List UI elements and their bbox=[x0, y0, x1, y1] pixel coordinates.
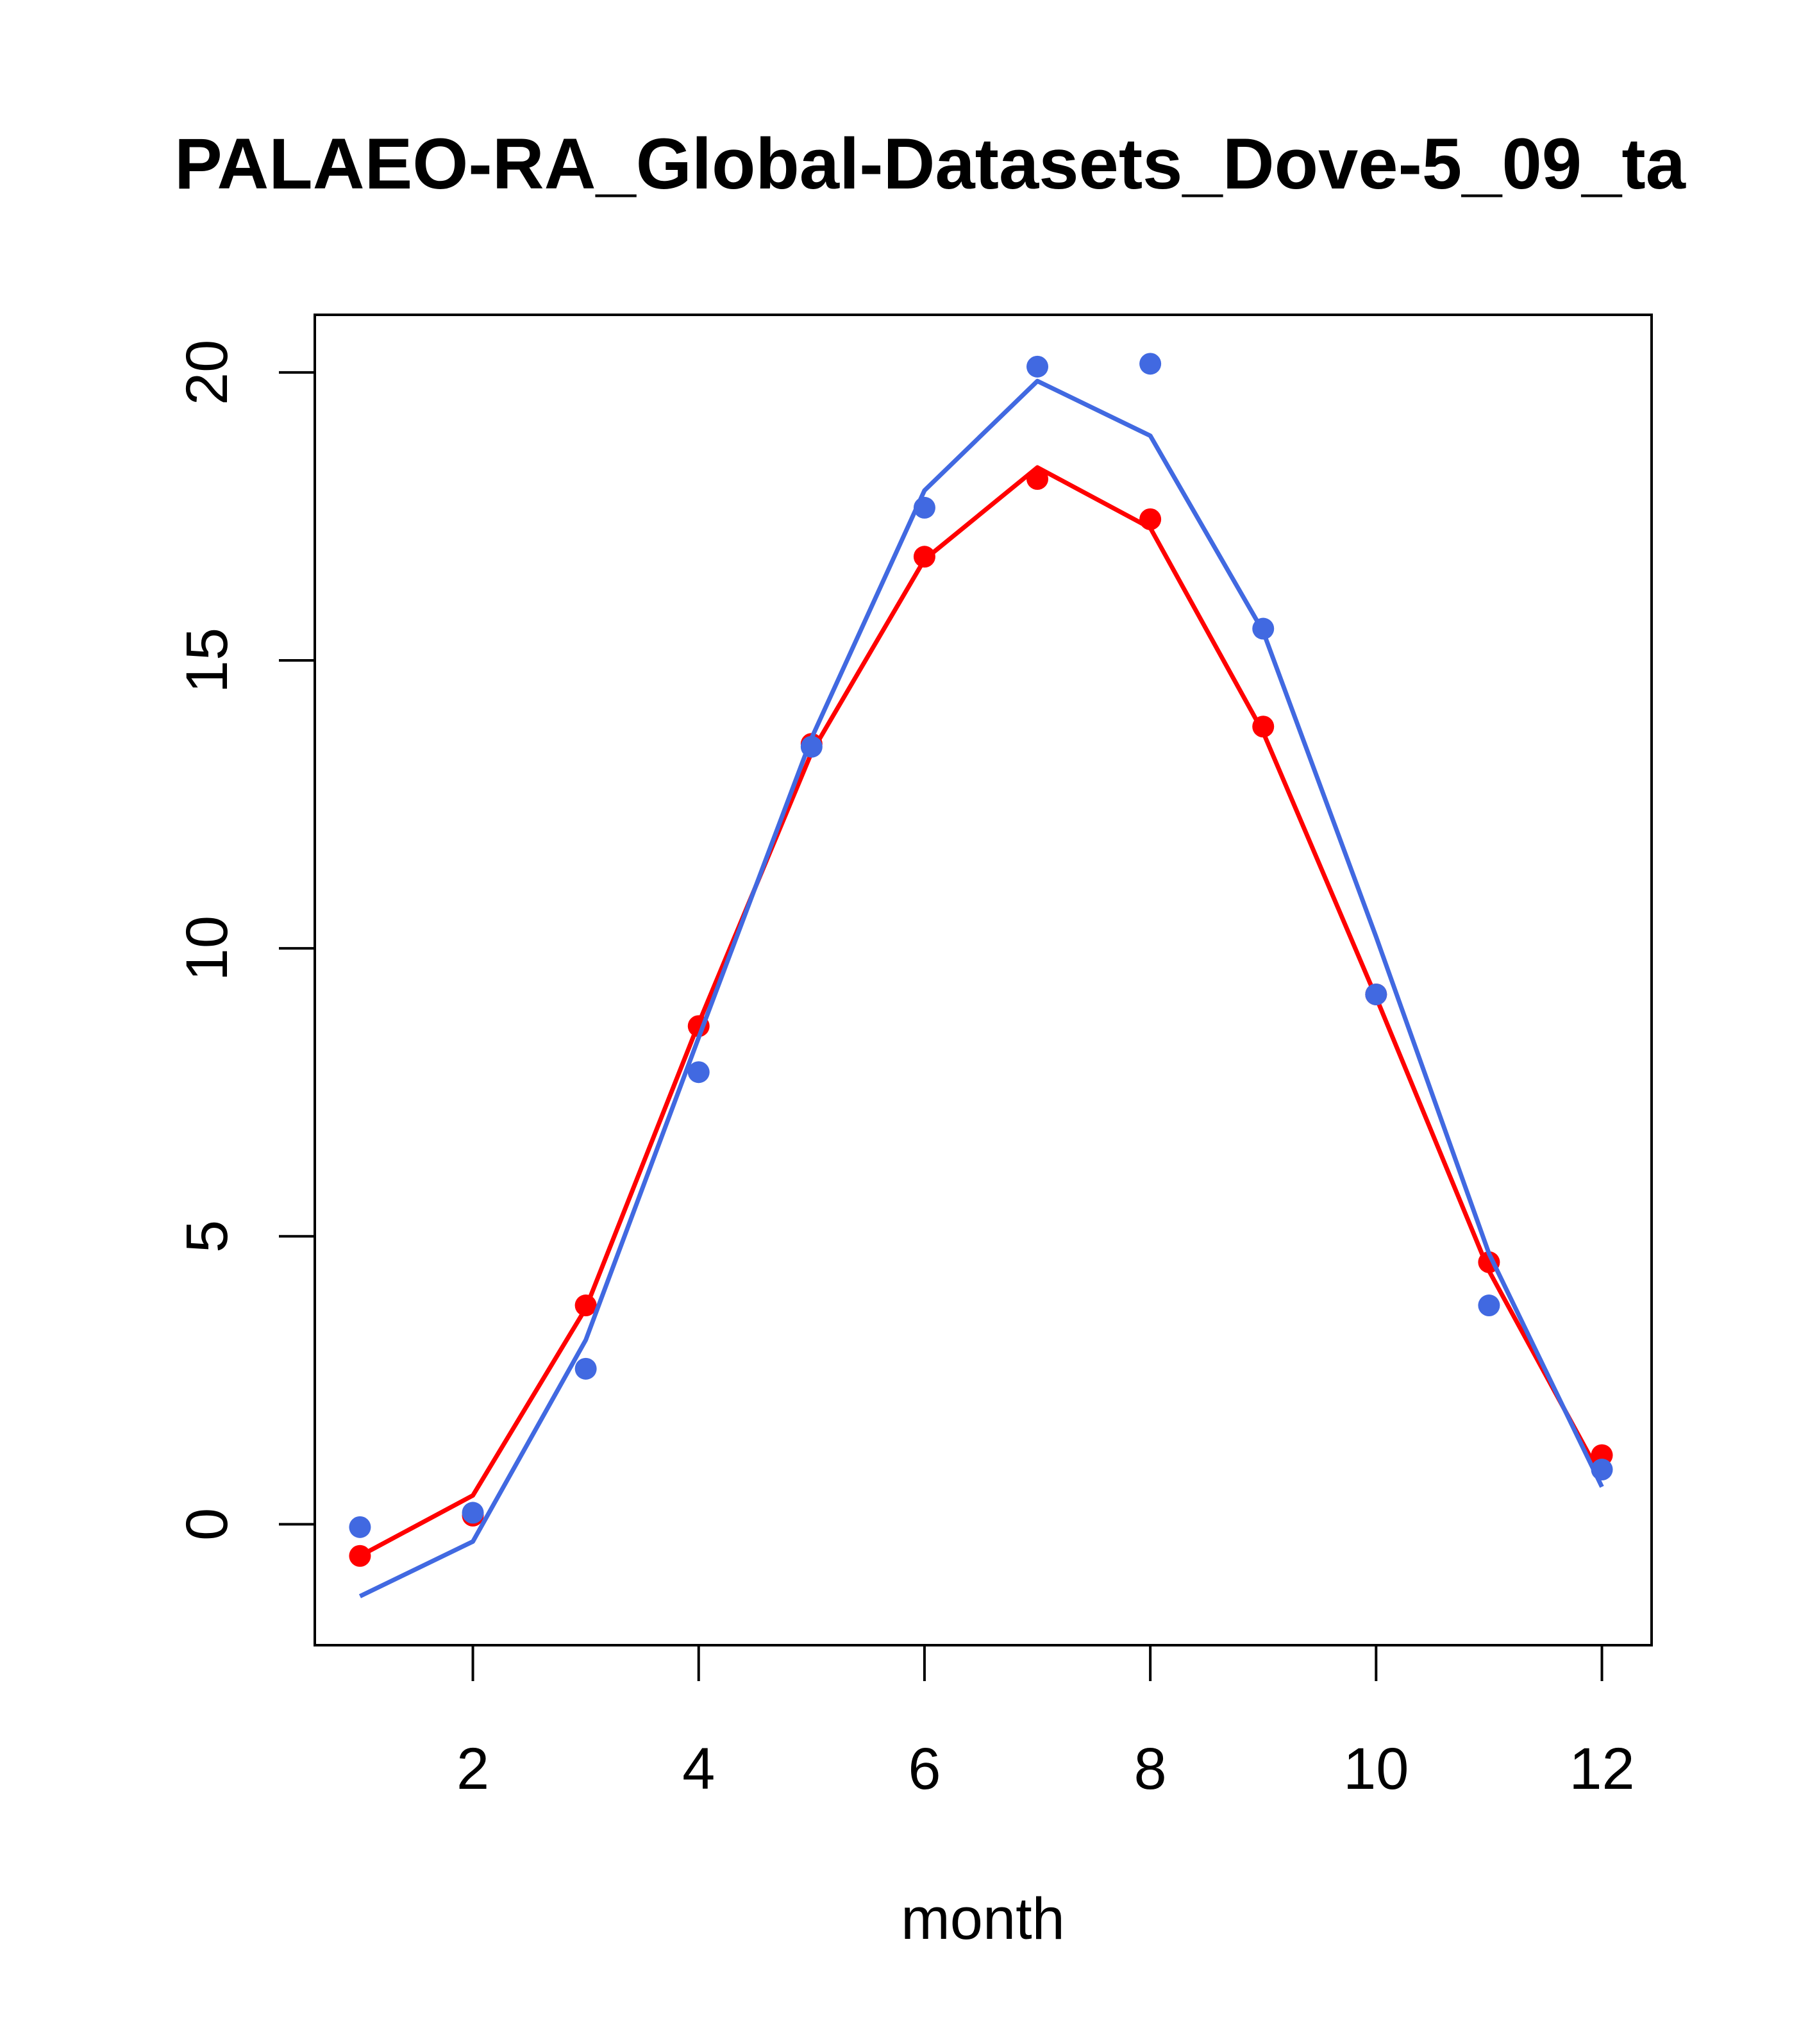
y-tick-label-2: 10 bbox=[174, 916, 240, 981]
y-tick-label-4: 20 bbox=[174, 340, 240, 405]
chart-title: PALAEO-RA_Global-Datasets_Dove-5_09_ta bbox=[174, 124, 1686, 204]
y-tick-label-1: 5 bbox=[174, 1220, 240, 1253]
series-0-point-2 bbox=[574, 1294, 597, 1317]
series-0-point-7 bbox=[1139, 508, 1162, 530]
series-0 bbox=[349, 465, 1613, 1567]
series-1-line bbox=[358, 378, 1604, 1598]
series-0-line bbox=[358, 465, 1604, 1558]
y-tick-label-3: 15 bbox=[174, 628, 240, 693]
series-1-point-8 bbox=[1252, 617, 1275, 640]
series-layer bbox=[349, 353, 1613, 1598]
series-1-point-5 bbox=[913, 496, 935, 519]
x-axis-label: month bbox=[901, 1886, 1065, 1952]
series-1-point-9 bbox=[1365, 983, 1387, 1005]
series-1-point-7 bbox=[1139, 353, 1162, 375]
x-axis: 2 4 6 8 10 12 bbox=[456, 1644, 1635, 1802]
x-tick-label-1: 4 bbox=[682, 1736, 715, 1802]
series-1-point-3 bbox=[687, 1061, 710, 1084]
series-0-point-5 bbox=[913, 546, 935, 568]
series-1-point-11 bbox=[1591, 1459, 1613, 1481]
series-0-point-0 bbox=[349, 1545, 371, 1567]
series-1-point-2 bbox=[574, 1357, 597, 1380]
y-axis: 0 5 10 15 20 bbox=[174, 340, 316, 1541]
series-0-point-6 bbox=[1026, 468, 1049, 490]
series-1-point-10 bbox=[1478, 1294, 1500, 1317]
y-tick-label-0: 0 bbox=[174, 1508, 240, 1541]
x-tick-label-3: 8 bbox=[1134, 1736, 1167, 1802]
x-tick-label-4: 10 bbox=[1343, 1736, 1409, 1802]
x-tick-label-2: 6 bbox=[908, 1736, 941, 1802]
series-1 bbox=[349, 353, 1613, 1598]
series-1-point-0 bbox=[349, 1516, 371, 1538]
series-1-point-4 bbox=[800, 735, 823, 758]
x-tick-label-0: 2 bbox=[456, 1736, 489, 1802]
series-0-point-8 bbox=[1252, 716, 1275, 738]
series-1-point-6 bbox=[1026, 355, 1049, 378]
series-1-point-1 bbox=[462, 1502, 484, 1524]
x-tick-label-5: 12 bbox=[1569, 1736, 1634, 1802]
